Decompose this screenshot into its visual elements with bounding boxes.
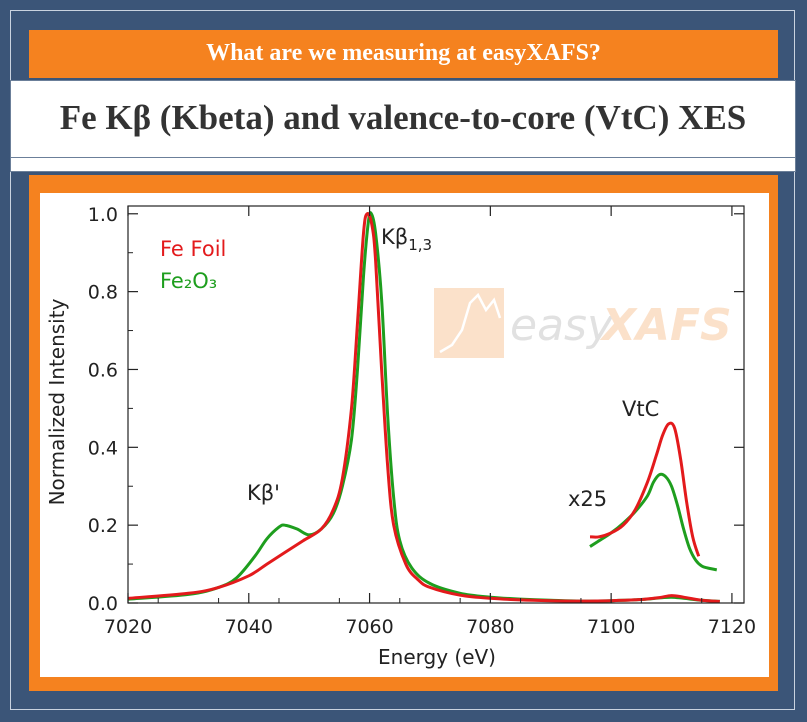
y-tick-label-4: 0.8 [88,282,118,304]
watermark-text-xafs: XAFS [599,300,732,351]
y-tick-label-3: 0.6 [88,359,118,381]
watermark: easy XAFS [434,288,732,358]
watermark-text-easy: easy [510,300,614,351]
y-axis-label: Normalized Intensity [45,298,69,505]
legend-fe-foil: Fe Foil [160,237,226,261]
y-tick-label-2: 0.4 [88,437,118,459]
x-tick-label-2: 7060 [345,616,393,638]
annotation-vtc: VtC [622,397,659,421]
series-line-2 [589,421,701,557]
legend: Fe Foil Fe₂O₃ [160,237,226,293]
plot-frame [127,205,745,604]
header-banner: What are we measuring at easyXAFS? [29,30,778,78]
x-tick-label-3: 7080 [466,616,514,638]
outer-frame [10,10,795,710]
series-line-0 [127,212,720,603]
plot-axes: 7020 7040 7060 7080 7100 7120 0.0 0.2 0.4 0.6 0.8 1… [88,204,756,638]
watermark-logo-icon [434,288,504,358]
x-tick-label-5: 7120 [708,616,756,638]
legend-fe2o3: Fe₂O₃ [160,269,217,293]
page-title: Fe Kβ (Kbeta) and valence-to-core (VtC) … [10,80,796,158]
annotation-kbeta-prime: Kβ' [247,481,280,505]
y-tick-label-1: 0.2 [88,515,118,537]
annotations: Kβ1,3 Kβ' VtC x25 [247,225,659,511]
plot-series [127,211,720,603]
y-tick-label-5: 1.0 [88,204,118,226]
x-tick-label-4: 7100 [587,616,635,638]
title-strip [10,158,796,172]
annotation-kbeta13-sub: 1,3 [408,236,432,254]
x-axis-label: Energy (eV) [378,645,496,669]
annotation-kbeta13: Kβ1,3 [381,225,432,254]
x-tick-label-1: 7040 [225,616,273,638]
x-tick-label-0: 7020 [104,616,152,638]
annotation-x25: x25 [568,487,607,511]
annotation-kbeta13-base: Kβ [381,225,408,249]
y-tick-label-0: 0.0 [88,593,118,615]
watermark-logo-curve [439,292,502,354]
